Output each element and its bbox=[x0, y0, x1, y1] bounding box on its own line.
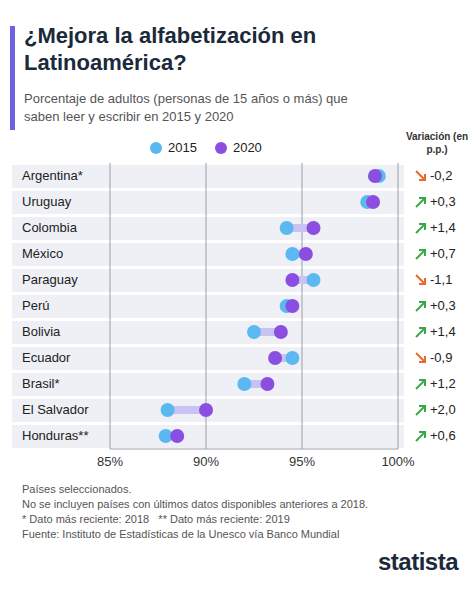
svg-text:Bolivia: Bolivia bbox=[22, 324, 61, 339]
svg-text:90%: 90% bbox=[193, 454, 219, 469]
svg-text:-1,1: -1,1 bbox=[430, 272, 452, 287]
svg-text:Colombia: Colombia bbox=[22, 220, 78, 235]
html-text:Países seleccionados.: Países seleccionados. bbox=[22, 483, 132, 495]
svg-text:Uruguay: Uruguay bbox=[22, 194, 72, 209]
html-text:No se incluyen países con últi: No se incluyen países con últimos datos … bbox=[22, 498, 369, 510]
html-text:Porcentaje de adultos (persona: Porcentaje de adultos (personas de 15 añ… bbox=[24, 91, 348, 124]
svg-text:-0,2: -0,2 bbox=[430, 168, 452, 183]
html-text:2015: 2015 bbox=[168, 140, 197, 155]
svg-text:+1,4: +1,4 bbox=[430, 220, 456, 235]
svg-text:+0,6: +0,6 bbox=[430, 428, 456, 443]
svg-text:Honduras**: Honduras** bbox=[22, 428, 89, 443]
svg-text:+0,3: +0,3 bbox=[430, 194, 456, 209]
svg-text:+1,2: +1,2 bbox=[430, 376, 456, 391]
svg-text:95%: 95% bbox=[289, 454, 315, 469]
svg-text:Ecuador: Ecuador bbox=[22, 350, 71, 365]
svg-text:Brasil*: Brasil* bbox=[22, 376, 60, 391]
svg-text:85%: 85% bbox=[97, 454, 123, 469]
svg-text:El Salvador: El Salvador bbox=[22, 402, 89, 417]
html-text:¿Mejora la alfabetización en L: ¿Mejora la alfabetización en Latinoaméri… bbox=[24, 23, 317, 75]
html-text:Fuente: Instituto de Estadísti: Fuente: Instituto de Estadísticas de la … bbox=[22, 528, 340, 540]
svg-text:+2,0: +2,0 bbox=[430, 402, 456, 417]
svg-text:Argentina*: Argentina* bbox=[22, 168, 83, 183]
html-text:2020: 2020 bbox=[232, 140, 262, 155]
svg-text:Paraguay: Paraguay bbox=[22, 272, 78, 287]
svg-text:100%: 100% bbox=[381, 454, 415, 469]
svg-text:+0,7: +0,7 bbox=[430, 246, 456, 261]
svg-text:México: México bbox=[22, 246, 63, 261]
svg-text:-0,9: -0,9 bbox=[430, 350, 452, 365]
svg-text:+0,3: +0,3 bbox=[430, 298, 456, 313]
html-text:statista: statista bbox=[378, 548, 458, 575]
html-text:* Dato más reciente: 2018 ** D: * Dato más reciente: 2018 ** Dato más re… bbox=[22, 513, 290, 525]
svg-text:Perú: Perú bbox=[22, 298, 49, 313]
svg-text:+1,4: +1,4 bbox=[430, 324, 456, 339]
html-text:Variación (en p.p.): Variación (en p.p.) bbox=[405, 131, 469, 155]
